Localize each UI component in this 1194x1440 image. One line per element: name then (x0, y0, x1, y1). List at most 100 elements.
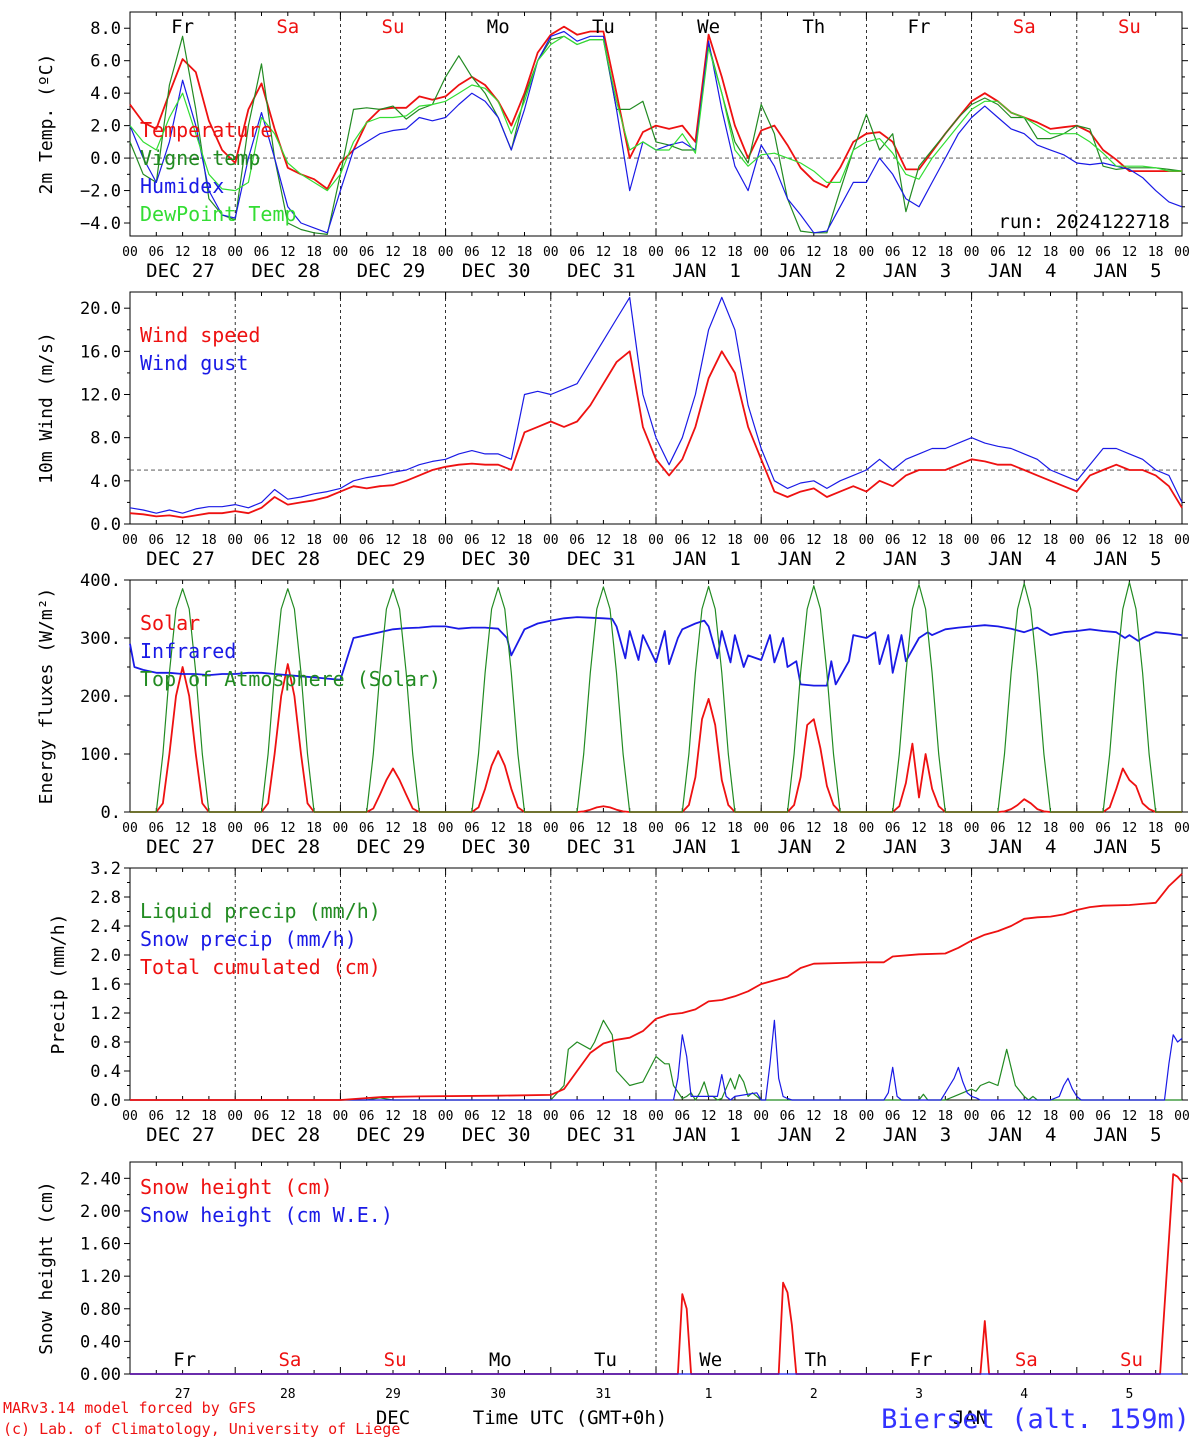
legend-entry: Snow height (cm W.E.) (140, 1203, 393, 1227)
y-tick-label: 2.00 (80, 1202, 121, 1222)
hour-tick-label: 12 (596, 533, 612, 548)
hour-tick-label: 12 (385, 1109, 401, 1124)
hour-tick-label: 18 (1148, 821, 1164, 836)
y-tick-label: 400. (80, 571, 121, 591)
y-tick-label: 1.20 (80, 1267, 121, 1287)
hour-tick-label: 12 (1016, 1109, 1032, 1124)
hour-tick-label: 06 (674, 821, 690, 836)
y-axis-label: 2m Temp. (ºC) (36, 54, 57, 195)
day-label: DEC 28 (251, 548, 320, 570)
hour-tick-label: 00 (753, 245, 769, 260)
hour-tick-label: 06 (464, 821, 480, 836)
hour-tick-label: 06 (990, 1109, 1006, 1124)
hour-tick-label: 06 (569, 533, 585, 548)
hour-tick-label: 00 (753, 1109, 769, 1124)
hour-tick-label: 18 (622, 1109, 638, 1124)
hour-tick-label: 00 (543, 821, 559, 836)
hour-tick-label: 12 (1016, 821, 1032, 836)
weekday-label: Su (1120, 1349, 1143, 1371)
day-label: DEC 30 (462, 1124, 531, 1146)
series-line-snow-height-cm (130, 1173, 1183, 1375)
hour-tick-label: 00 (753, 821, 769, 836)
day-label: JAN 2 (777, 836, 846, 858)
hour-tick-label: 12 (175, 1109, 191, 1124)
day-label: JAN 5 (1093, 548, 1162, 570)
hour-tick-label: 06 (569, 821, 585, 836)
day-number-label: 28 (280, 1387, 296, 1402)
hour-tick-label: 18 (201, 533, 217, 548)
hour-tick-label: 06 (990, 821, 1006, 836)
hour-tick-label: 12 (280, 245, 296, 260)
day-label: JAN 5 (1093, 836, 1162, 858)
hour-tick-label: 18 (306, 1109, 322, 1124)
month-label-jan: JAN (953, 1407, 987, 1429)
y-tick-label: 0.40 (80, 1332, 121, 1352)
panel-5: 0.00 0.40 0.80 1.20 1.60 2.00 2.40 Snow height … (36, 1161, 1188, 1402)
panel-4: 0.0 0.4 0.8 1.2 1.6 2.0 2.4 2.8 3.2 Precip (mm/h)… (48, 859, 1190, 1146)
hour-tick-label: 12 (701, 533, 717, 548)
day-label: JAN 2 (777, 260, 846, 282)
hour-tick-label: 06 (148, 245, 164, 260)
weekday-label: We (699, 1349, 722, 1371)
hour-tick-label: 18 (411, 821, 427, 836)
hour-tick-label-end: 00 (1174, 821, 1190, 836)
weekday-label: Mo (489, 1349, 512, 1371)
hour-tick-label: 12 (175, 245, 191, 260)
y-tick-label: 2.4 (90, 917, 121, 937)
weekday-label: Th (804, 1349, 827, 1371)
y-tick-label: 8.0 (90, 19, 121, 39)
hour-tick-label: 12 (596, 821, 612, 836)
hour-tick-label: 00 (859, 533, 875, 548)
hour-tick-label-end: 00 (1174, 245, 1190, 260)
hour-tick-label: 06 (254, 533, 270, 548)
day-label: JAN 1 (672, 260, 741, 282)
y-tick-label: −4.0 (80, 214, 121, 234)
legend-entry: Snow height (cm) (140, 1175, 333, 1199)
hour-tick-label: 06 (1095, 821, 1111, 836)
day-label: DEC 29 (357, 548, 426, 570)
hour-tick-label: 12 (911, 245, 927, 260)
weekday-label: Fr (173, 1349, 196, 1371)
y-tick-label: 4.0 (90, 472, 121, 492)
day-label: DEC 27 (146, 836, 215, 858)
hour-tick-label: 12 (490, 533, 506, 548)
legend-entry: Vigne temp (140, 146, 260, 170)
hour-tick-label: 18 (937, 533, 953, 548)
legend-entry: Total cumulated (cm) (140, 955, 381, 979)
day-label: JAN 3 (883, 836, 952, 858)
hour-tick-label: 18 (201, 821, 217, 836)
hour-tick-label: 12 (175, 821, 191, 836)
hour-tick-label: 06 (254, 245, 270, 260)
hour-tick-label: 06 (359, 1109, 375, 1124)
month-label-dec: DEC (376, 1407, 410, 1429)
day-label: DEC 31 (567, 1124, 636, 1146)
day-label: JAN 3 (883, 260, 952, 282)
hour-tick-label: 06 (359, 245, 375, 260)
hour-tick-label: 18 (1043, 821, 1059, 836)
hour-tick-label: 12 (490, 245, 506, 260)
hour-tick-label: 12 (280, 533, 296, 548)
footer: MARv3.14 model forced by GFS (c) Lab. of … (3, 1399, 1190, 1438)
hour-tick-label: 12 (701, 821, 717, 836)
weekday-label: Su (1118, 16, 1141, 38)
hour-tick-label: 00 (227, 533, 243, 548)
hour-tick-label: 18 (411, 245, 427, 260)
day-label: DEC 31 (567, 836, 636, 858)
weekday-label: Fr (910, 1349, 933, 1371)
day-label: DEC 31 (567, 548, 636, 570)
panel-1: −4.0 −2.0 0.0 2.0 4.0 6.0 8.0 2m Temp. (ºC) 00 06… (36, 11, 1190, 282)
y-tick-label: 2.0 (90, 117, 121, 137)
weekday-label: Su (382, 16, 405, 38)
day-label: DEC 29 (357, 836, 426, 858)
hour-tick-label: 00 (543, 533, 559, 548)
hour-tick-label: 00 (333, 533, 349, 548)
hour-tick-label: 06 (1095, 1109, 1111, 1124)
hour-tick-label: 18 (832, 245, 848, 260)
hour-tick-label: 12 (385, 821, 401, 836)
day-number-label: 1 (705, 1387, 713, 1402)
hour-tick-label: 06 (780, 1109, 796, 1124)
weekday-label: Th (802, 16, 825, 38)
hour-tick-label: 06 (148, 821, 164, 836)
hour-tick-label: 00 (543, 1109, 559, 1124)
hour-tick-label: 00 (122, 1109, 138, 1124)
